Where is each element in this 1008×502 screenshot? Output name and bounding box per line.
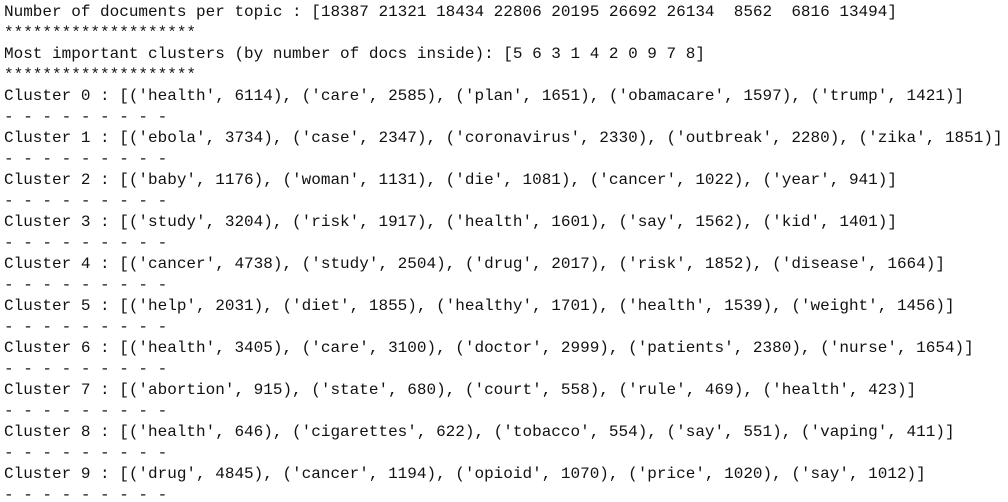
console-line: - - - - - - - - - [4,108,168,126]
console-line: - - - - - - - - - [4,276,168,294]
console-line: Number of documents per topic : [18387 2… [4,3,897,21]
console-line: Most important clusters (by number of do… [4,45,705,63]
console-line: Cluster 2 : [('baby', 1176), ('woman', 1… [4,171,897,189]
console-line: - - - - - - - - - [4,192,168,210]
console-line: Cluster 6 : [('health', 3405), ('care', … [4,339,974,357]
console-line: ******************** [4,24,197,42]
console-line: Cluster 3 : [('study', 3204), ('risk', 1… [4,213,897,231]
console-line: Cluster 4 : [('cancer', 4738), ('study',… [4,255,945,273]
console-line: Cluster 1 : [('ebola', 3734), ('case', 2… [4,129,1003,147]
console-line: Cluster 9 : [('drug', 4845), ('cancer', … [4,465,926,483]
console-line: ******************** [4,66,197,84]
console-line: - - - - - - - - - [4,444,168,462]
console-line: Cluster 5 : [('help', 2031), ('diet', 18… [4,297,955,315]
console-line: Cluster 8 : [('health', 646), ('cigarett… [4,423,955,441]
console-line: - - - - - - - - - [4,150,168,168]
console-line: - - - - - - - - - [4,318,168,336]
console-line: Cluster 7 : [('abortion', 915), ('state'… [4,381,917,399]
console-line: - - - - - - - - - [4,234,168,252]
console-line: - - - - - - - - - [4,402,168,420]
console-line: - - - - - - - - - [4,486,168,502]
console-line: - - - - - - - - - [4,360,168,378]
console-line: Cluster 0 : [('health', 6114), ('care', … [4,87,965,105]
